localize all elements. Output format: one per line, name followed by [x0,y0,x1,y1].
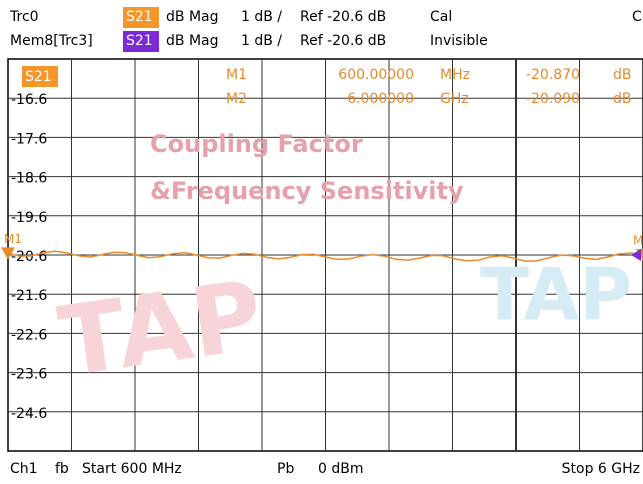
marker-response: -20.870 [526,67,580,83]
stop: Stop 6 GHz [562,461,640,477]
watermark-logo: TAP [480,253,632,337]
marker-response-unit: dB [613,67,632,83]
marker-unit: GHz [440,91,469,107]
marker-unit: MHz [440,67,470,83]
watermark-logo: TAP [53,259,269,398]
annotation: Coupling Factor [150,130,363,158]
marker-name: M2 [226,91,247,107]
trace-name: Trc0 [9,9,39,25]
scale: 1 dB / [241,9,282,25]
status: Invisible [430,33,488,49]
channel: Ch1 [10,461,38,477]
marker-label: M2 [633,234,643,248]
status: Cal [430,9,452,25]
trace [7,250,643,263]
y-tick-label: -16.6 [11,92,47,108]
mem-marker [631,249,641,261]
marker-stimulus: 6.000000 [347,91,414,107]
marker-stimulus: 600.00000 [338,67,414,83]
badge-bg [22,66,58,87]
annotation: &Frequency Sensitivity [150,177,464,205]
y-tick-label: -18.6 [11,171,47,187]
y-tick-label: -23.6 [11,367,47,383]
y-tick-label: -17.6 [11,131,47,147]
param-badge [123,31,159,52]
marker-label: M1 [4,232,22,246]
trace-name: Mem8[Trc3] [10,33,93,49]
marker-response: -20.090 [526,91,580,107]
extra: C [632,9,642,25]
y-tick-label: -22.6 [11,327,47,343]
ref: Ref -20.6 dB [300,33,386,49]
start: Start 600 MHz [82,461,182,477]
scale: 1 dB / [241,33,282,49]
marker-response-unit: dB [613,91,632,107]
ref: Ref -20.6 dB [300,9,386,25]
param: S21 [126,33,153,49]
param: S21 [126,9,153,25]
y-tick-label: -19.6 [11,210,47,226]
fb: fb [55,461,69,477]
badge: S21 [25,69,52,85]
marker-triangle [1,247,15,260]
y-tick-label: -24.6 [11,406,47,422]
pb: Pb [277,461,294,477]
param-badge [123,7,159,28]
y-tick-label: -20.6 [11,249,47,265]
y-tick-label: -21.6 [11,288,47,304]
format: dB Mag [166,33,219,49]
marker-name: M1 [226,67,247,83]
format: dB Mag [166,9,219,25]
power: 0 dBm [318,461,364,477]
